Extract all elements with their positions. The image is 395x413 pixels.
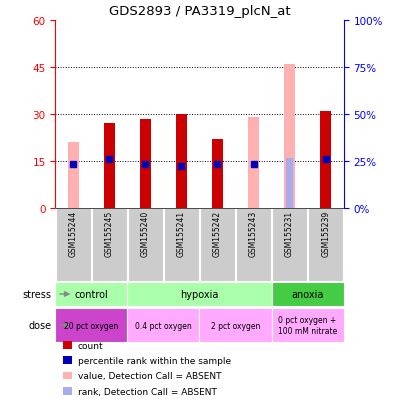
Bar <box>128 209 163 281</box>
Text: value, Detection Call = ABSENT: value, Detection Call = ABSENT <box>78 371 221 380</box>
Bar <box>199 309 272 342</box>
Bar <box>127 309 199 342</box>
Text: stress: stress <box>23 289 51 299</box>
Bar <box>320 112 331 209</box>
Text: GSM155240: GSM155240 <box>141 211 150 257</box>
Text: percentile rank within the sample: percentile rank within the sample <box>78 356 231 365</box>
Bar <box>236 209 271 281</box>
Bar <box>176 114 187 209</box>
Bar <box>272 282 344 306</box>
Text: hypoxia: hypoxia <box>180 289 219 299</box>
Text: GSM155241: GSM155241 <box>177 211 186 257</box>
Title: GDS2893 / PA3319_plcN_at: GDS2893 / PA3319_plcN_at <box>109 5 290 18</box>
Bar <box>55 282 127 306</box>
Bar <box>140 119 151 209</box>
Bar <box>56 209 91 281</box>
Text: GSM155231: GSM155231 <box>285 211 294 257</box>
Text: anoxia: anoxia <box>292 289 324 299</box>
Bar <box>272 209 307 281</box>
Text: GSM155243: GSM155243 <box>249 211 258 257</box>
Text: 2 pct oxygen: 2 pct oxygen <box>211 321 260 330</box>
Bar <box>248 118 259 209</box>
Bar <box>127 282 272 306</box>
Text: dose: dose <box>28 320 51 330</box>
Bar <box>272 309 344 342</box>
Bar <box>212 140 223 209</box>
Text: GSM155239: GSM155239 <box>321 211 330 257</box>
Text: 0 pct oxygen +
100 mM nitrate: 0 pct oxygen + 100 mM nitrate <box>278 316 337 335</box>
Bar <box>308 209 343 281</box>
Bar <box>103 124 115 209</box>
Text: 20 pct oxygen: 20 pct oxygen <box>64 321 118 330</box>
Bar <box>68 143 79 209</box>
Text: rank, Detection Call = ABSENT: rank, Detection Call = ABSENT <box>78 387 217 396</box>
Bar <box>286 159 293 209</box>
Bar <box>200 209 235 281</box>
Text: control: control <box>75 289 108 299</box>
Bar <box>164 209 199 281</box>
Bar <box>55 309 127 342</box>
Text: 0.4 pct oxygen: 0.4 pct oxygen <box>135 321 192 330</box>
Text: GSM155244: GSM155244 <box>69 211 78 257</box>
Bar <box>92 209 127 281</box>
Text: GSM155242: GSM155242 <box>213 211 222 257</box>
Bar <box>284 64 295 209</box>
Text: count: count <box>78 341 103 350</box>
Text: GSM155245: GSM155245 <box>105 211 114 257</box>
